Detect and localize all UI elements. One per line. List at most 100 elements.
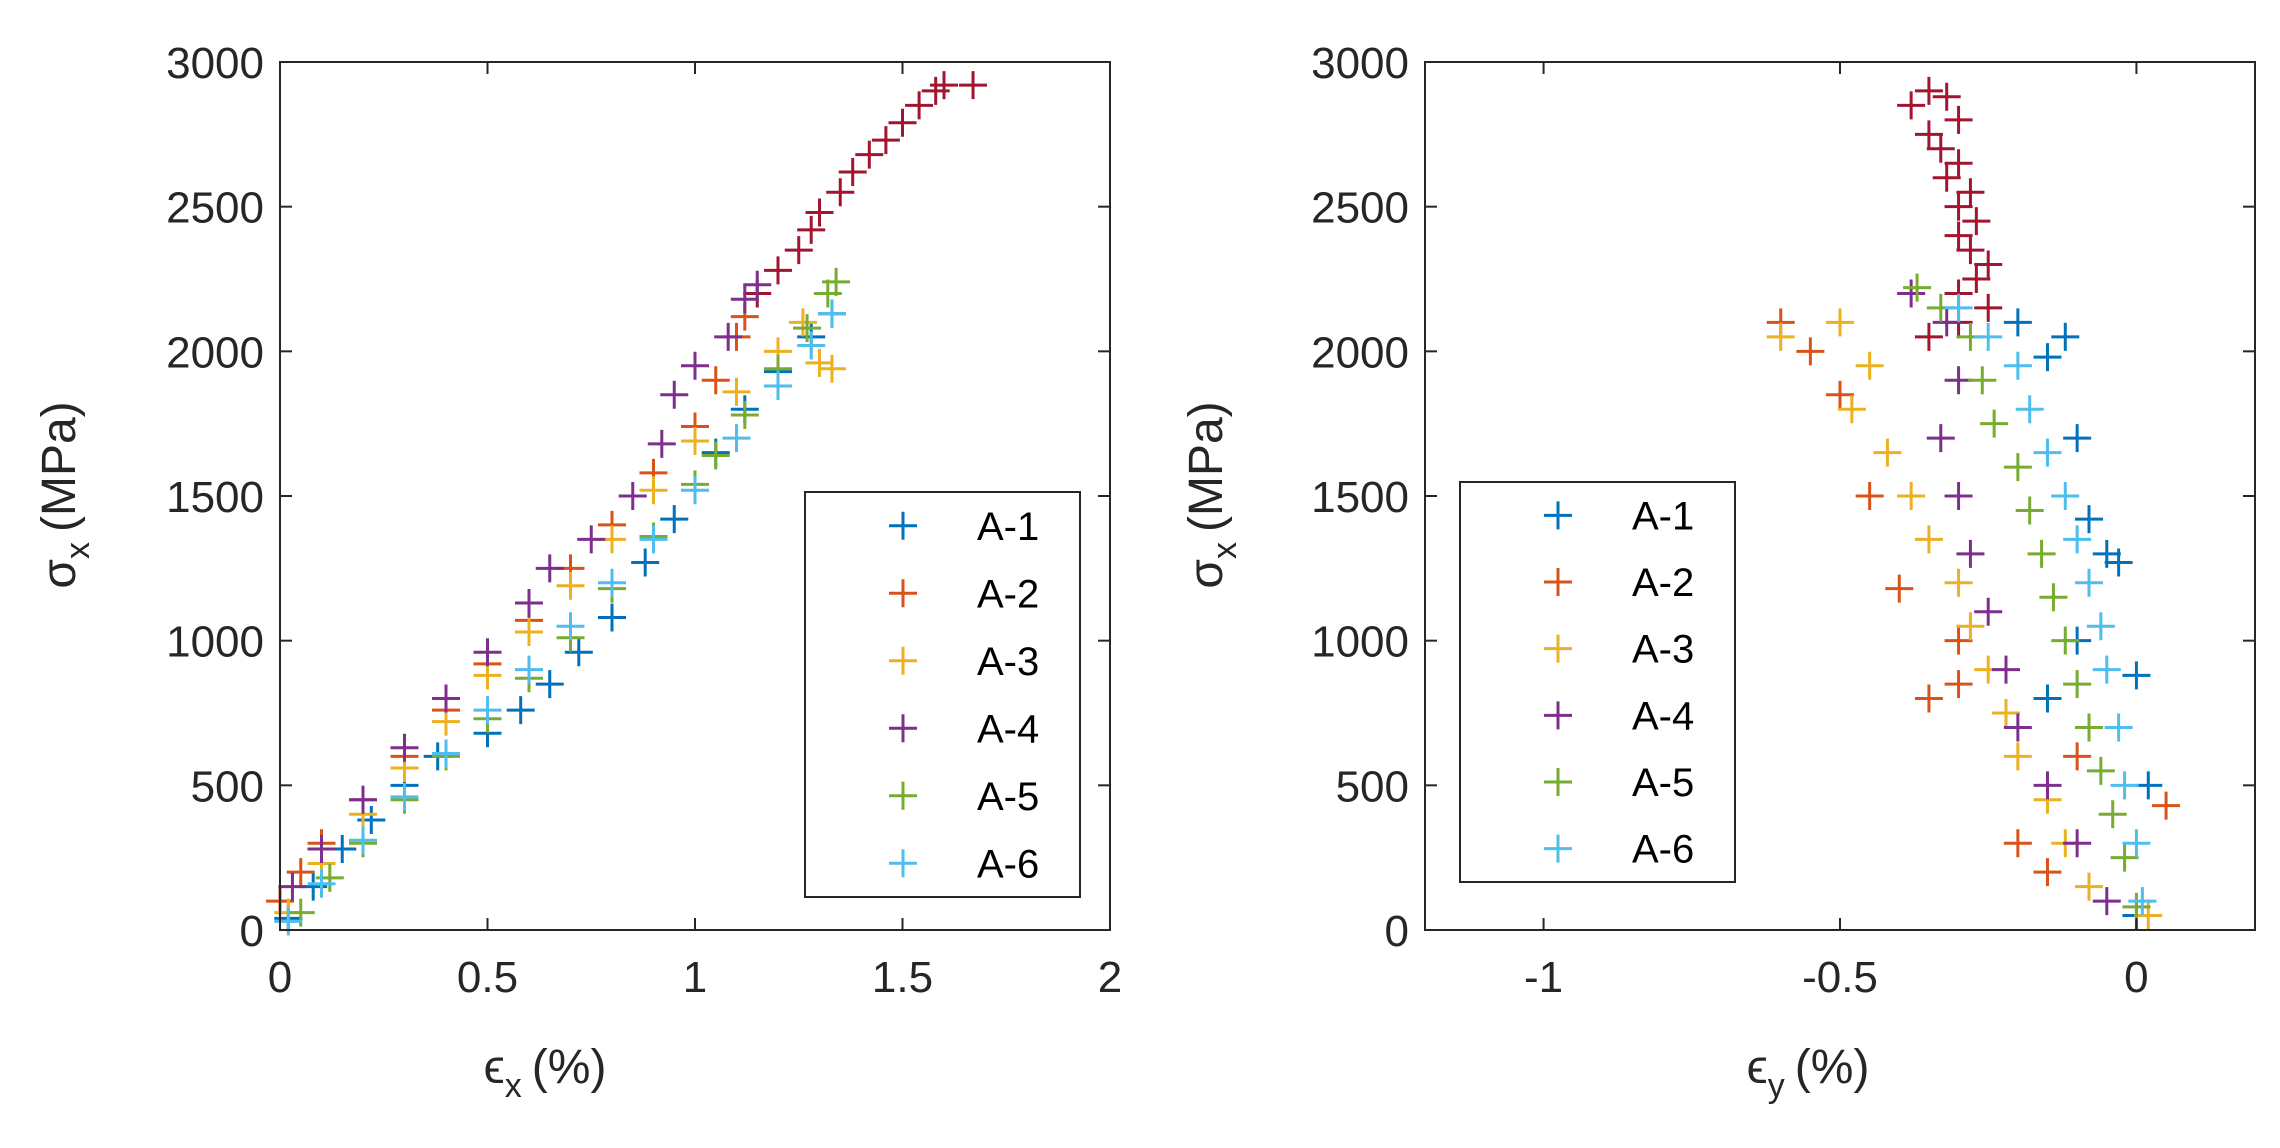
data-point	[1914, 120, 1943, 149]
data-point	[515, 589, 543, 618]
data-point	[959, 71, 988, 100]
legend-marker	[1544, 501, 1572, 530]
legend-label: A-2	[977, 572, 1039, 616]
data-point	[2122, 892, 2151, 921]
data-point	[2003, 713, 2032, 742]
data-point	[2110, 771, 2139, 800]
data-point	[701, 441, 730, 470]
y-tick-label: 500	[1336, 762, 1409, 811]
data-point	[390, 782, 419, 811]
data-point	[1932, 308, 1961, 337]
series-a-4	[278, 270, 772, 901]
data-point	[817, 299, 846, 328]
legend-marker	[889, 511, 917, 540]
data-point	[1992, 699, 2020, 727]
legend-label: A-5	[1632, 761, 1694, 805]
data-point	[647, 429, 676, 458]
data-point	[2092, 655, 2121, 684]
data-point	[817, 354, 846, 383]
data-point	[2122, 661, 2151, 690]
data-point	[2033, 438, 2062, 467]
y-tick-label: 2500	[1311, 184, 1409, 233]
data-point	[2033, 771, 2062, 800]
y-tick-label: 1000	[1311, 618, 1409, 667]
data-point	[905, 91, 934, 120]
legend-label: A-3	[977, 640, 1039, 684]
data-point	[1944, 626, 1973, 655]
data-point	[2003, 308, 2032, 337]
data-point	[838, 157, 867, 186]
series-extra	[743, 71, 988, 308]
data-point	[390, 733, 419, 762]
data-point	[307, 869, 336, 898]
x-tick-label: 0	[268, 953, 292, 1002]
data-point	[660, 380, 689, 409]
data-point	[1944, 568, 1973, 597]
y-tick-label: 500	[191, 762, 264, 811]
legend-marker	[889, 781, 917, 810]
y-tick-label: 0	[240, 907, 264, 956]
y-tick-label: 2000	[166, 328, 264, 377]
x-tick-label: 0	[2124, 953, 2148, 1002]
data-point	[2122, 829, 2151, 858]
data-point	[2003, 829, 2032, 858]
legend-marker	[889, 579, 917, 608]
data-point	[1962, 207, 1991, 236]
legend-marker	[1544, 568, 1572, 596]
data-point	[2128, 887, 2157, 916]
data-point	[1980, 409, 2009, 438]
data-point	[1974, 250, 2003, 279]
data-point	[1926, 424, 1955, 453]
y-tick-label: 3000	[166, 39, 264, 88]
y-tick-label: 1500	[1311, 473, 1409, 522]
data-point	[1944, 482, 1973, 510]
data-point	[2003, 742, 2032, 771]
data-point	[2110, 843, 2139, 872]
data-point	[2075, 872, 2103, 901]
series-a-3	[1766, 308, 2163, 930]
data-point	[2003, 351, 2032, 380]
data-point	[714, 322, 743, 351]
legend-marker	[1544, 834, 1572, 863]
data-point	[1944, 366, 1973, 395]
left-xlabel: ϵx (%)	[484, 1041, 607, 1105]
data-point	[1914, 322, 1943, 351]
data-point	[307, 834, 336, 863]
data-point	[1897, 279, 1926, 308]
data-point	[722, 377, 751, 406]
data-point	[660, 505, 689, 534]
legend-marker	[889, 714, 917, 743]
data-point	[2075, 505, 2103, 534]
data-point	[1914, 525, 1943, 554]
data-point	[730, 285, 759, 314]
data-point	[722, 424, 751, 453]
data-point	[577, 525, 606, 554]
data-point	[681, 351, 709, 380]
data-point	[1944, 221, 1973, 250]
data-point	[506, 696, 535, 725]
legend-label: A-2	[1632, 561, 1694, 605]
data-point	[278, 872, 307, 901]
data-point	[2051, 626, 2080, 655]
data-point	[286, 858, 315, 887]
data-point	[1926, 134, 1955, 163]
right-ylabel: σx(MPa)	[1180, 401, 1244, 588]
data-point	[2063, 424, 2092, 453]
legend: A-1 A-2 A-3 A-4 A-5 A-6	[804, 491, 1081, 898]
data-point	[618, 482, 647, 510]
data-point	[822, 267, 851, 296]
data-point	[805, 198, 834, 227]
data-point	[2015, 496, 2044, 525]
x-tick-label: -0.5	[1802, 953, 1878, 1002]
legend-label: A-6	[1632, 828, 1694, 872]
data-point	[2003, 453, 2032, 482]
right-chart: σx(MPa) ϵy (%) -1 -0.5 0 0 500 1000 1500 2000 250…	[1180, 39, 2256, 1105]
data-point	[535, 554, 564, 583]
x-tick-label: 2	[1098, 953, 1122, 1002]
data-point	[1962, 265, 1991, 293]
data-point	[2063, 670, 2092, 699]
data-point	[2063, 525, 2092, 554]
data-point	[1944, 670, 1973, 699]
data-point	[598, 603, 626, 632]
legend-label: A-4	[977, 707, 1039, 751]
